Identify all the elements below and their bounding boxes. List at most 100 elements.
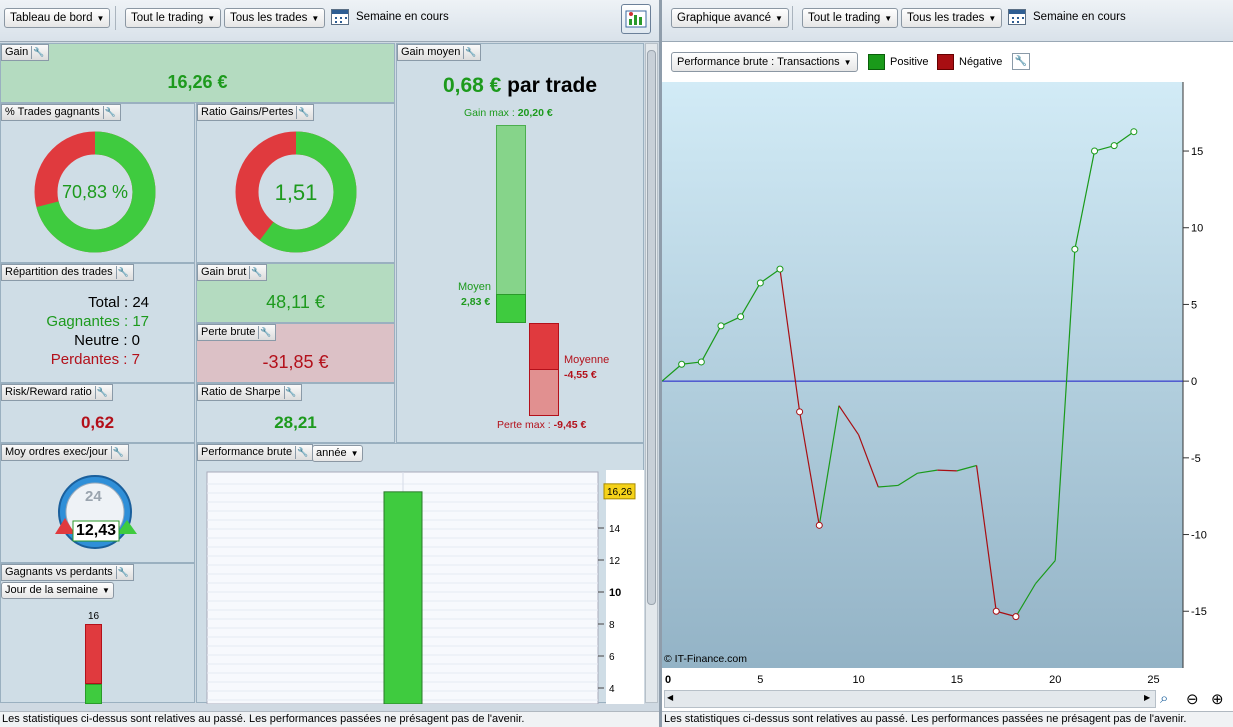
ratio-header[interactable]: Ratio Gains/Pertes 🔧 [197, 104, 315, 121]
right-trades-dropdown[interactable]: Tous les trades ▼ [901, 8, 1003, 28]
orders-value: 12,43 [75, 522, 117, 539]
sharpe-header[interactable]: Ratio de Sharpe 🔧 [197, 384, 302, 401]
trading-dropdown-label: Tout le trading [131, 12, 204, 24]
dashboard-chart-icon-svg [625, 10, 647, 28]
y-tick-label: 12 [609, 556, 621, 567]
scrollbar-thumb[interactable] [647, 50, 656, 605]
distribution-title: Répartition des trades [5, 266, 113, 278]
weekday-dropdown[interactable]: Jour de la semaine ▼ [1, 582, 114, 599]
max-loss-bar [529, 369, 559, 416]
x-tick-label: 15 [951, 674, 963, 686]
right-trading-dropdown[interactable]: Tout le trading ▼ [802, 8, 899, 28]
ratio-title: Ratio Gains/Pertes [201, 106, 294, 118]
wrench-icon[interactable]: 🔧 [463, 46, 477, 59]
series-segment [878, 484, 898, 488]
wrench-icon[interactable]: 🔧 [295, 446, 309, 459]
orders-header[interactable]: Moy ordres exec/jour 🔧 [1, 444, 129, 461]
year-dropdown-label: année [316, 447, 347, 459]
data-point [1071, 245, 1079, 253]
wrench-icon[interactable]: 🔧 [296, 106, 310, 119]
bar [383, 491, 423, 704]
clock-label: 24 [85, 488, 102, 505]
avg-gain-headline: 0,68 € par trade [397, 74, 643, 98]
win-pct-donut [34, 131, 156, 253]
perf-mode-dropdown[interactable]: Performance brute : Transactions ▼ [671, 52, 858, 72]
chevron-down-icon: ▼ [101, 586, 110, 595]
gain-value: 16,26 € [167, 72, 228, 92]
scroll-right-arrow-icon[interactable]: ▶ [1144, 693, 1151, 702]
gross-loss-header[interactable]: Perte brute 🔧 [197, 324, 277, 341]
wrench-icon[interactable]: 🔧 [31, 46, 45, 59]
max-gain-label: Gain max : [464, 107, 515, 119]
calendar-icon[interactable] [1008, 9, 1026, 25]
gross-perf-header[interactable]: Performance brute 🔧 [197, 444, 314, 461]
period-label[interactable]: Semaine en cours [356, 11, 449, 23]
neutral-label: Neutre : [74, 332, 128, 349]
risk-reward-header[interactable]: Risk/Reward ratio 🔧 [1, 384, 113, 401]
y-tick-label: 8 [609, 620, 615, 631]
series-segment [838, 405, 860, 436]
win-pct-header[interactable]: % Trades gagnants 🔧 [1, 104, 121, 121]
up-arrow-icon [117, 520, 137, 534]
risk-reward-panel: Risk/Reward ratio 🔧 0,62 [0, 383, 195, 443]
y-tick-label: -10 [1191, 530, 1207, 542]
zoom-in-icon[interactable]: ⊕ [1211, 691, 1224, 708]
series-segment [700, 325, 722, 363]
scroll-left-arrow-icon[interactable]: ◀ [667, 693, 674, 702]
ratio-value: 1,51 [274, 180, 318, 205]
chart-type-label: Graphique avancé [677, 12, 771, 24]
right-period-label[interactable]: Semaine en cours [1033, 11, 1126, 23]
data-point [756, 279, 764, 287]
left-status-bar: Les statistiques ci-dessus sont relative… [0, 711, 659, 727]
series-segment [917, 469, 938, 474]
total-label: Total : [88, 294, 129, 311]
distribution-losers: Perdantes : 7 [1, 351, 140, 368]
x-tick-label: 10 [852, 674, 864, 686]
horizontal-scrollbar[interactable] [664, 690, 1156, 708]
calendar-icon[interactable] [331, 9, 349, 25]
legend-negative-swatch[interactable] [937, 54, 954, 70]
win-vs-loss-header[interactable]: Gagnants vs perdants 🔧 [1, 564, 134, 581]
dashboard-dropdown[interactable]: Tableau de bord ▼ [4, 8, 111, 28]
trading-dropdown[interactable]: Tout le trading ▼ [125, 8, 222, 28]
trades-dropdown[interactable]: Tous les trades ▼ [224, 8, 326, 28]
series-segment [818, 405, 840, 526]
distribution-total: Total : 24 [1, 294, 149, 311]
avg-gain-header[interactable]: Gain moyen 🔧 [397, 44, 482, 61]
wrench-icon[interactable]: 🔧 [249, 266, 263, 279]
wrench-icon[interactable]: 🔧 [94, 386, 108, 399]
wrench-icon[interactable]: 🔧 [258, 326, 272, 339]
data-point [1130, 128, 1138, 136]
series-segment [720, 316, 741, 327]
perf-mode-label: Performance brute : Transactions [677, 56, 840, 68]
wrench-icon[interactable]: 🔧 [283, 386, 297, 399]
y-tick-label: 10 [609, 587, 621, 599]
wrench-icon[interactable]: 🔧 [110, 446, 124, 459]
zoom-reset-icon[interactable]: ⌕ [1160, 690, 1169, 707]
panel-divider[interactable] [659, 0, 662, 727]
legend-positive-swatch[interactable] [868, 54, 885, 70]
gain-panel-header[interactable]: Gain 🔧 [1, 44, 50, 61]
x-tick-label: 25 [1147, 674, 1159, 686]
y-tick-label: -15 [1191, 606, 1207, 618]
y-tick-label: 14 [609, 524, 621, 535]
right-trading-label: Tout le trading [808, 12, 881, 24]
performance-line-chart[interactable]: 15 10 5 0 -5 -10 -15 0 5 10 15 20 25 © IT-Finance.com [662, 82, 1233, 687]
y-tick-label: 6 [609, 652, 615, 663]
mean-loss-value: -4,55 € [564, 369, 597, 381]
gross-gain-header[interactable]: Gain brut 🔧 [197, 264, 268, 281]
wrench-icon[interactable]: 🔧 [1012, 53, 1030, 70]
wrench-icon[interactable]: 🔧 [115, 266, 129, 279]
win-pct-title: % Trades gagnants [5, 106, 100, 118]
year-dropdown[interactable]: année ▼ [312, 445, 363, 462]
zoom-out-icon[interactable]: ⊖ [1186, 691, 1199, 708]
avg-gain-title: Gain moyen [401, 46, 461, 58]
wrench-icon[interactable]: 🔧 [102, 106, 116, 119]
chart-type-dropdown[interactable]: Graphique avancé ▼ [671, 8, 789, 28]
distribution-header[interactable]: Répartition des trades 🔧 [1, 264, 134, 281]
wrench-icon[interactable]: 🔧 [115, 566, 129, 579]
win-pct-value: 70,83 % [61, 182, 129, 202]
gross-gain-title: Gain brut [201, 266, 247, 278]
gross-perf-panel: Performance brute 🔧 année ▼ 4 6 8 10 12 14 16,26 [196, 443, 644, 704]
dashboard-chart-icon[interactable] [621, 4, 651, 34]
